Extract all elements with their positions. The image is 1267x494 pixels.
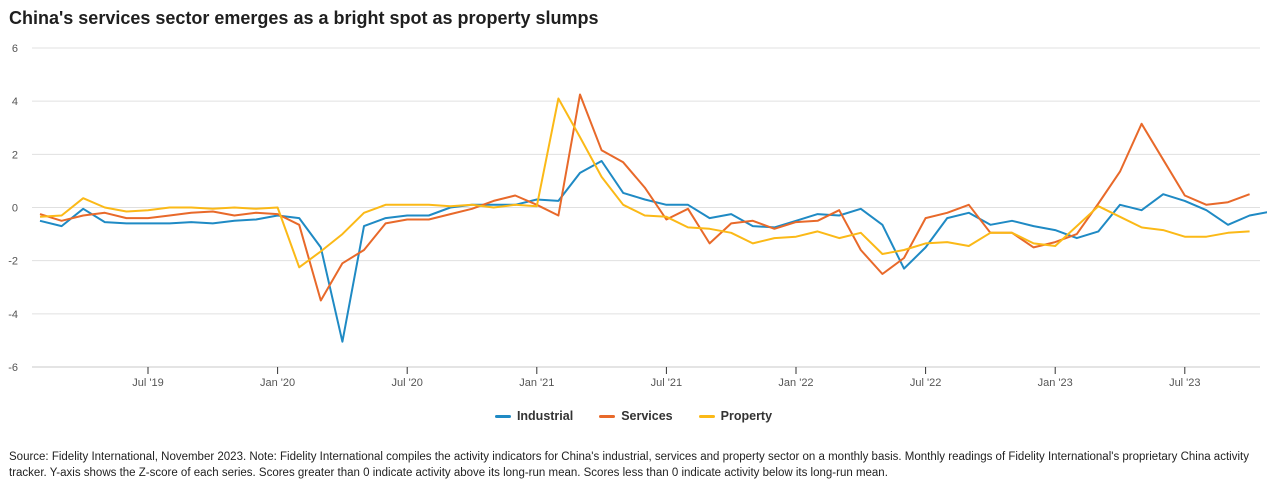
legend: Industrial Services Property [0, 409, 1267, 423]
y-tick-label: 4 [12, 96, 18, 108]
y-tick-label: -2 [8, 256, 18, 268]
grid-lines [32, 47, 1260, 368]
x-tick-label: Jan '21 [519, 377, 554, 389]
legend-label-industrial: Industrial [516, 409, 574, 423]
legend-label-services: Services [621, 409, 673, 423]
source-note: Source: Fidelity International, November… [9, 451, 1249, 479]
x-tick-label: Jul '22 [910, 377, 941, 389]
x-tick-label: Jul '20 [391, 377, 422, 389]
x-tick-label: Jan '23 [1038, 377, 1073, 389]
y-tick-label: -6 [8, 362, 18, 374]
y-tick-label: 2 [12, 149, 18, 161]
y-tick-label: 0 [12, 203, 18, 215]
y-tick-label: 6 [12, 43, 18, 55]
legend-label-property: Property [720, 409, 773, 423]
x-axis: Jul '19 Jan '20 Jul '20 Jan '21 Jul '21 Jan '… [132, 367, 1201, 389]
industrial-swatch-icon [494, 414, 511, 418]
legend-item-industrial[interactable]: Industrial [494, 409, 574, 423]
services-swatch-icon [599, 414, 616, 418]
chart-title: China's services sector emerges as a bri… [9, 8, 599, 28]
y-axis: 6 4 2 0 -2 -4 -6 [8, 43, 18, 374]
x-tick-label: Jul '21 [651, 377, 682, 389]
series-line-services[interactable] [39, 93, 1250, 302]
x-tick-label: Jan '20 [260, 377, 295, 389]
series-line-property[interactable] [39, 97, 1250, 269]
property-swatch-icon [698, 414, 715, 418]
y-tick-label: -4 [8, 309, 18, 321]
legend-item-property[interactable]: Property [698, 409, 773, 423]
x-tick-label: Jan '22 [778, 377, 813, 389]
series-line-industrial[interactable] [39, 160, 1267, 343]
x-tick-label: Jul '23 [1169, 377, 1200, 389]
x-tick-label: Jul '19 [132, 377, 163, 389]
series-lines [39, 93, 1267, 343]
legend-item-services[interactable]: Services [599, 409, 673, 423]
